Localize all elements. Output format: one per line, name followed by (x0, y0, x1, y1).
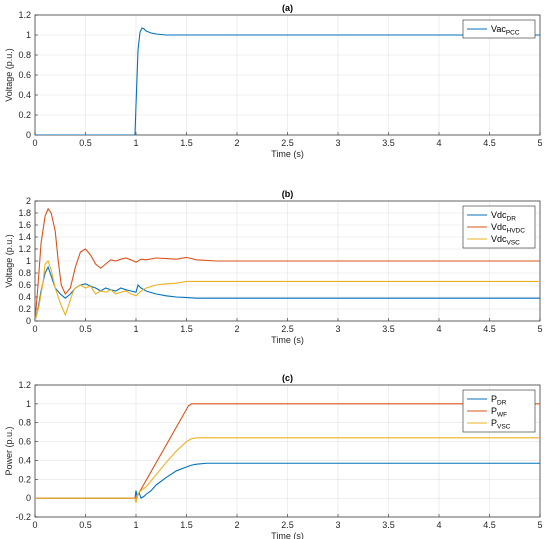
chart-panel-1: 0 0.5 1 1.5 2 2.5 3 3.5 4 4.5 500.20.40.60.811.21.… (4, 189, 543, 345)
y-tick-label: 0 (26, 316, 31, 326)
x-tick-label: 3.5 (382, 520, 395, 530)
legend: VacPCC (462, 19, 536, 39)
x-tick-label: 2.5 (281, 520, 294, 530)
legend-entry: PWF (491, 406, 507, 419)
y-tick-label: 1.4 (18, 232, 31, 242)
x-tick-label: 1.5 (180, 138, 193, 148)
x-tick-label: 4 (436, 324, 441, 334)
axes-frame (34, 14, 541, 136)
x-tick-label: 4.5 (483, 138, 496, 148)
x-tick-label: 5 (537, 324, 542, 334)
x-tick-label: 2 (234, 324, 239, 334)
x-tick-label: 5 (537, 138, 542, 148)
x-tick-label: 3 (335, 324, 340, 334)
y-tick-label: 0.4 (18, 90, 31, 100)
legend-entry: PDR (491, 394, 507, 407)
series-line-p-wf (35, 403, 540, 499)
x-tick-label: 0 (32, 520, 37, 530)
x-tick-label: 3 (335, 520, 340, 530)
legend-entry: VdcDR (491, 210, 516, 223)
chart-title: (c) (282, 373, 293, 383)
chart-title: (a) (282, 3, 293, 13)
x-tick-label: 0 (32, 138, 37, 148)
legend-entry: VdcHVDC (491, 222, 525, 235)
x-tick-label: 2.5 (281, 138, 294, 148)
x-axis-label: Time (s) (271, 335, 304, 345)
x-tick-label: 2 (234, 138, 239, 148)
x-tick-label: 3.5 (382, 138, 395, 148)
y-tick-label: 1 (26, 256, 31, 266)
y-tick-label: 1.2 (18, 244, 31, 254)
y-tick-label: 0.8 (18, 268, 31, 278)
x-tick-label: 1.5 (180, 324, 193, 334)
x-axis-label: Time (s) (271, 149, 304, 159)
x-axis-label: Time (s) (271, 531, 304, 539)
y-axis-label: Voltage (p.u.) (4, 234, 14, 288)
x-tick-label: 4.5 (483, 520, 496, 530)
legend-box (462, 19, 536, 39)
x-tick-label: 2.5 (281, 324, 294, 334)
chart-panel-2: 0 0.5 1 1.5 2 2.5 3 3.5 4 4.5 5-0.200.20.40.60.811… (4, 373, 543, 539)
x-tick-label: 1 (133, 138, 138, 148)
x-tick-label: 3 (335, 138, 340, 148)
x-tick-label: 3.5 (382, 324, 395, 334)
series-line-vdc-vsc (35, 259, 540, 321)
x-tick-label: 1 (133, 520, 138, 530)
x-tick-label: 4.5 (483, 324, 496, 334)
x-tick-label: 0.5 (79, 520, 92, 530)
series-line-p-vsc (35, 437, 540, 503)
x-tick-label: 2 (234, 520, 239, 530)
y-tick-label: 1 (26, 399, 31, 409)
y-tick-label: 0 (26, 130, 31, 140)
x-tick-label: 5 (537, 520, 542, 530)
y-tick-label: 0.8 (18, 418, 31, 428)
legend-entry: VacPCC (491, 24, 520, 37)
chart-panel-0: 0 0.5 1 1.5 2 2.5 3 3.5 4 4.5 5 0 0.2 0.4 0.6 0.8 1 1.2 (a… (4, 3, 543, 159)
x-tick-label: 4 (436, 138, 441, 148)
y-tick-label: 0.2 (18, 474, 31, 484)
legend-entry: PVSC (491, 418, 511, 431)
x-tick-label: 0.5 (79, 138, 92, 148)
x-tick-label: 1 (133, 324, 138, 334)
y-tick-label: 0.2 (18, 304, 31, 314)
y-tick-label: 1 (26, 30, 31, 40)
y-tick-label: 1.8 (18, 208, 31, 218)
y-tick-label: 0 (26, 493, 31, 503)
y-tick-label: 0.8 (18, 50, 31, 60)
chart-title: (b) (282, 189, 294, 199)
legend-entry: VdcVSC (491, 234, 520, 247)
y-tick-label: 2 (26, 196, 31, 206)
y-tick-label: 0.6 (18, 70, 31, 80)
y-tick-label: 1.6 (18, 220, 31, 230)
x-tick-label: 4 (436, 520, 441, 530)
y-tick-label: 1.2 (18, 380, 31, 390)
series-line-vac-pcc (35, 27, 540, 135)
y-tick-label: 0.6 (18, 437, 31, 447)
y-tick-label: 0.2 (18, 110, 31, 120)
series-line-vdc-hvdc (35, 207, 540, 321)
y-axis-label: Power (p.u.) (4, 426, 14, 475)
y-tick-label: -0.2 (15, 512, 31, 522)
x-tick-label: 1.5 (180, 520, 193, 530)
y-axis-label: Voltage (p.u.) (4, 48, 14, 102)
y-tick-label: 0.4 (18, 292, 31, 302)
x-tick-label: 0.5 (79, 324, 92, 334)
axes-frame (34, 384, 541, 518)
y-tick-label: 0.6 (18, 280, 31, 290)
y-tick-label: 0.4 (18, 455, 31, 465)
y-tick-label: 1.2 (18, 10, 31, 20)
x-tick-label: 0 (32, 324, 37, 334)
